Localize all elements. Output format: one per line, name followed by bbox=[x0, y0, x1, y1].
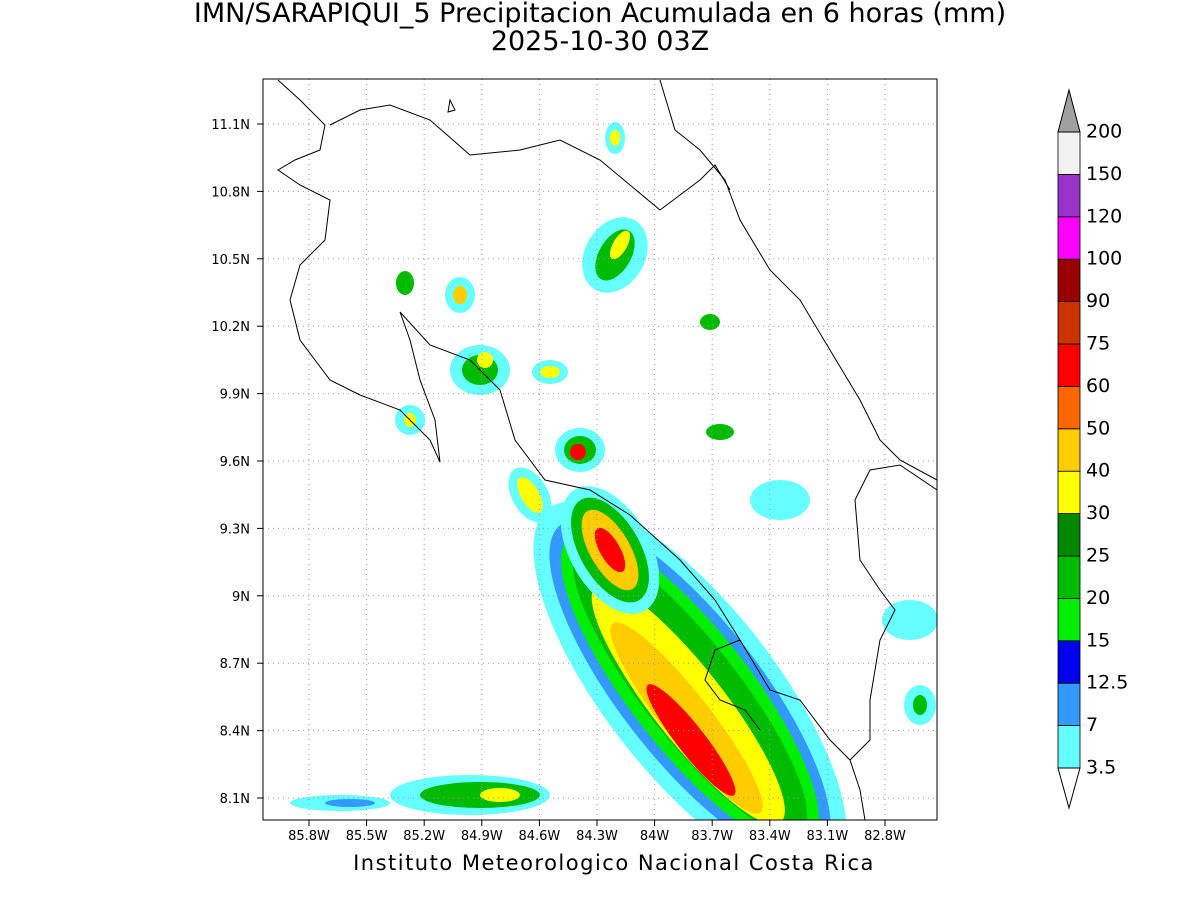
colorbar-label: 150 bbox=[1086, 163, 1122, 185]
colorbar-label: 30 bbox=[1086, 502, 1110, 524]
colorbar-segment bbox=[1057, 131, 1081, 175]
colorbar-segment bbox=[1057, 470, 1081, 515]
colorbar-label: 40 bbox=[1086, 460, 1110, 482]
colorbar-label: 3.5 bbox=[1086, 757, 1116, 779]
lon-label: 83.7W bbox=[691, 829, 733, 844]
colorbar-segment bbox=[1057, 216, 1081, 260]
colorbar-label: 120 bbox=[1086, 205, 1122, 227]
colorbar-label: 100 bbox=[1086, 248, 1122, 270]
graticule: 85.8W 85.5W 85.2W 84.9W 84.6W 84.3W 84W 83.7W 83… bbox=[211, 79, 937, 844]
lat-label: 9N bbox=[232, 590, 250, 605]
lat-label: 10.8N bbox=[211, 185, 250, 200]
lat-label: 9.3N bbox=[220, 522, 250, 537]
footer: Instituto Meteorologico Nacional Costa R… bbox=[353, 851, 875, 875]
lon-label: 85.8W bbox=[288, 829, 330, 844]
colorbar-segment bbox=[1057, 725, 1081, 769]
lon-label: 84.6W bbox=[518, 829, 560, 844]
lat-label: 9.6N bbox=[220, 455, 250, 470]
colorbar-label: 7 bbox=[1086, 714, 1098, 736]
lon-label: 84.3W bbox=[576, 829, 618, 844]
lat-label: 8.7N bbox=[220, 657, 250, 672]
lat-label: 8.1N bbox=[220, 792, 250, 807]
colorbar-label: 12.5 bbox=[1086, 672, 1128, 694]
colorbar-label: 15 bbox=[1086, 629, 1110, 651]
colorbar-label: 25 bbox=[1086, 545, 1110, 567]
colorbar-segment bbox=[1057, 301, 1081, 345]
colorbar-segment bbox=[1057, 513, 1081, 557]
colorbar-label: 90 bbox=[1086, 290, 1110, 312]
lat-label: 8.4N bbox=[220, 725, 250, 740]
lon-label: 84.9W bbox=[461, 829, 503, 844]
colorbar-segment bbox=[1057, 385, 1081, 430]
lon-label: 83.1W bbox=[806, 829, 848, 844]
map-frame bbox=[262, 78, 938, 821]
colorbar-under bbox=[1057, 767, 1081, 810]
title: IMN/SARAPIQUI_5 Precipitacion Acumulada … bbox=[194, 0, 1006, 29]
colorbar-segment bbox=[1057, 682, 1081, 727]
colorbar-segment bbox=[1057, 343, 1081, 387]
lat-label: 10.2N bbox=[211, 320, 250, 335]
colorbar: 3.5 7 12.5 15 20 25 30 40 50 60 75 90 100 120 150 200 bbox=[1057, 88, 1128, 810]
colorbar-label: 75 bbox=[1086, 333, 1110, 355]
lon-label: 82.8W bbox=[864, 829, 906, 844]
colorbar-segment bbox=[1057, 428, 1081, 472]
lon-label: 85.5W bbox=[346, 829, 388, 844]
colorbar-segment bbox=[1057, 598, 1081, 642]
coastlines bbox=[277, 79, 937, 820]
lon-label: 83.4W bbox=[749, 829, 791, 844]
precipitation-field bbox=[290, 122, 937, 820]
subtitle: 2025-10-30 03Z bbox=[491, 26, 709, 57]
colorbar-segment bbox=[1057, 258, 1081, 303]
lon-label: 84W bbox=[640, 829, 670, 844]
colorbar-label: 60 bbox=[1086, 375, 1110, 397]
colorbar-label: 50 bbox=[1086, 417, 1110, 439]
lon-label: 85.2W bbox=[403, 829, 445, 844]
colorbar-label: 20 bbox=[1086, 587, 1110, 609]
colorbar-segment bbox=[1057, 555, 1081, 599]
lat-label: 9.9N bbox=[220, 388, 250, 403]
lat-label: 11.1N bbox=[211, 118, 250, 133]
colorbar-label: 200 bbox=[1086, 121, 1122, 143]
lat-label: 10.5N bbox=[211, 253, 250, 268]
colorbar-segment bbox=[1057, 173, 1081, 218]
colorbar-segment bbox=[1057, 640, 1081, 684]
colorbar-over bbox=[1057, 88, 1081, 133]
